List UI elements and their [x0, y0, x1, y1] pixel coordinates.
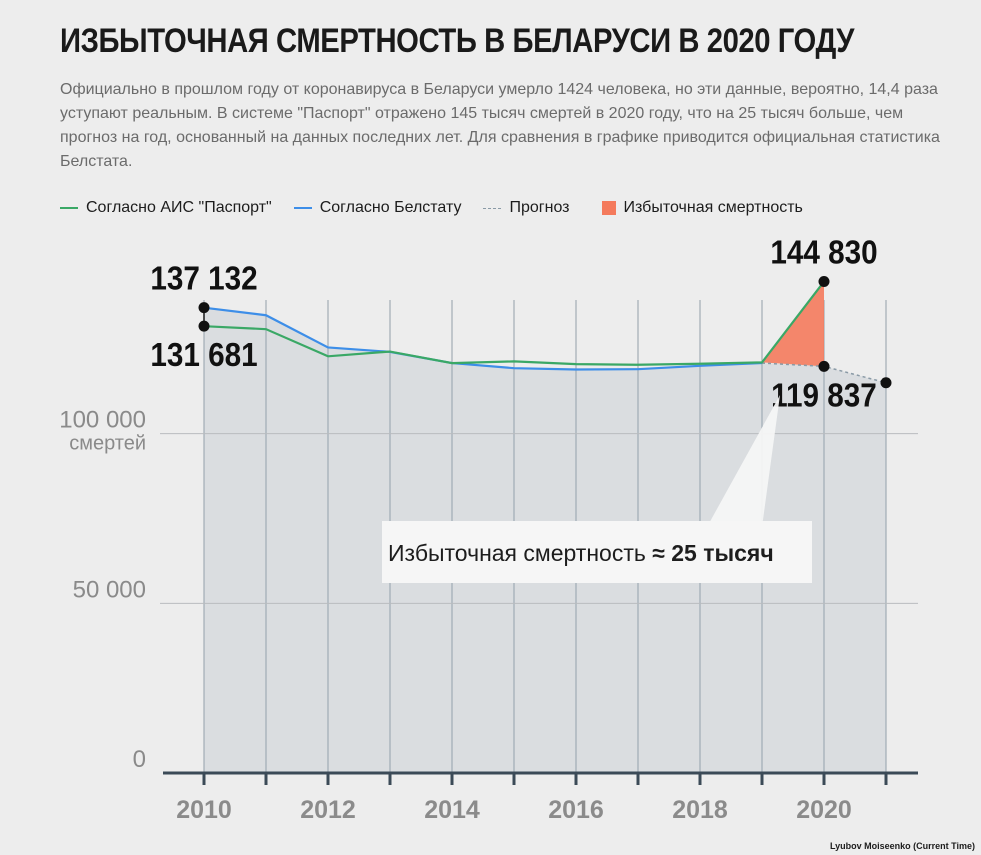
legend-line-swatch	[293, 207, 312, 209]
legend-label: Согласно АИС "Паспорт"	[86, 199, 272, 216]
y-tick-label: 50 000	[73, 576, 146, 603]
passport-line	[203, 280, 825, 366]
legend-item: Согласно АИС "Паспорт"	[60, 199, 272, 217]
x-tick-label: 2020	[796, 796, 852, 824]
x-tick-label: 2018	[672, 796, 728, 824]
data-point	[198, 302, 210, 314]
data-point	[198, 320, 210, 332]
chart-title: ИЗБЫТОЧНАЯ СМЕРТНОСТЬ В БЕЛАРУСИ В 2020 …	[60, 22, 854, 60]
callout-box	[382, 521, 812, 583]
legend-dash-swatch	[483, 207, 502, 209]
legend-item: Согласно Белстату	[293, 199, 462, 217]
y-tick-label: 0	[133, 746, 146, 773]
callout-pointer	[707, 395, 780, 527]
data-point	[818, 360, 830, 372]
x-tick-label: 2012	[300, 796, 356, 824]
legend-line-swatch	[60, 207, 78, 209]
callout-text: Избыточная смертность ≈ 25 тысяч	[388, 540, 774, 566]
legend-label: Прогноз	[509, 199, 570, 216]
legend-item: Прогноз	[483, 199, 570, 217]
x-tick-label: 2016	[548, 796, 604, 824]
end-point	[880, 377, 892, 389]
callout-prefix: Избыточная смертность	[388, 540, 652, 566]
belstat-line	[203, 306, 763, 371]
credit: Lyubov Moiseenko (Current Time)	[829, 841, 975, 851]
legend-item: Избыточная смертность	[592, 199, 803, 217]
point-label: 131 681	[150, 337, 257, 374]
x-tick-label: 2014	[424, 796, 480, 824]
x-tick-label: 2010	[176, 796, 232, 824]
data-point	[818, 276, 830, 288]
y-tick-label: 100 000	[59, 407, 146, 434]
point-label: 144 830	[770, 234, 877, 271]
y-tick-sublabel: смертей	[69, 433, 146, 455]
point-label: 137 132	[150, 260, 257, 297]
callout-value: ≈ 25 тысяч	[652, 540, 773, 566]
chart-subtitle: Официально в прошлом году от коронавирус…	[60, 81, 940, 170]
legend-label: Согласно Белстату	[319, 199, 462, 216]
legend-label: Избыточная смертность	[623, 199, 803, 216]
legend: Согласно АИС "Паспорт" Согласно Белстату П…	[60, 196, 825, 220]
point-label: 119 837	[771, 377, 877, 414]
legend-area-swatch	[601, 201, 616, 215]
